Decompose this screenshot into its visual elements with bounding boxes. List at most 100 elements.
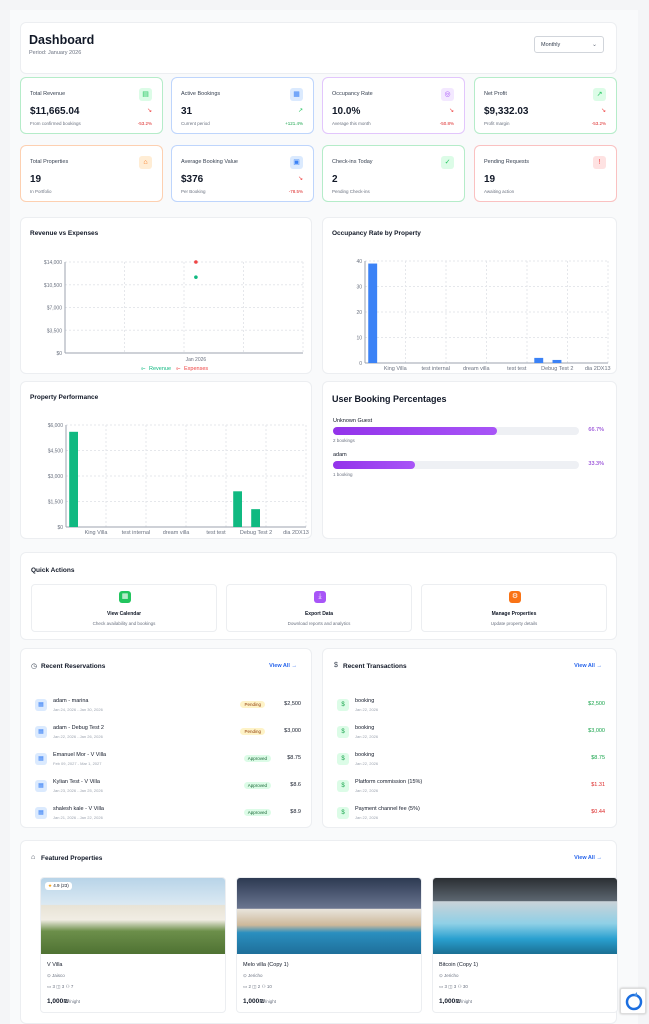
x-tick-label: test test	[206, 530, 226, 536]
view-all-label: View All	[269, 663, 290, 669]
clock-icon: ◷	[31, 663, 38, 670]
recaptcha-icon	[625, 992, 643, 1011]
property-location: ⊙ Jaisco	[47, 973, 65, 979]
transaction-amount: $3,000	[588, 728, 605, 734]
transaction-row[interactable]: $ Platform commission (15%) Jan 22, 2026 $1…	[337, 777, 605, 799]
quick-action-view-calendar[interactable]: ▦ View Calendar Check availability and boo…	[31, 584, 217, 632]
trend-up-icon: ↗	[297, 108, 303, 114]
y-tick-label: 30	[356, 285, 362, 291]
price-value: 1,000₪	[439, 998, 462, 1005]
view-all-transactions-link[interactable]: View All →	[574, 663, 602, 669]
property-features: ▭ 3 ◫ 3 ⚇ 7	[47, 984, 73, 990]
user-booking-pct: 66.7%	[588, 427, 604, 433]
user-booking-count: 1 booking	[333, 472, 353, 477]
calendar-icon: ▦	[35, 699, 47, 711]
property-card[interactable]: Melo villa (Copy 1) ⊙ Jericho ▭ 2 ◫ 2 ⚇ 10…	[236, 877, 422, 1013]
price-unit: /night	[69, 999, 81, 1004]
pin-icon: ⊙	[47, 973, 53, 978]
reservation-row[interactable]: ▦ Emanuel Mor - V Villa Feb 09, 2027 - Mar…	[35, 750, 301, 772]
revenue-expenses-card: Revenue vs Expenses $14,000 $10,500 $7,000…	[20, 217, 312, 374]
view-all-properties-link[interactable]: View All →	[574, 855, 602, 861]
bath-icon: ◫	[447, 984, 454, 989]
transaction-date: Jan 22, 2026	[355, 815, 379, 820]
transaction-amount: $0.44	[591, 809, 605, 815]
stat-subtitle: Per Booking	[181, 189, 206, 194]
transaction-date: Jan 22, 2026	[355, 788, 379, 793]
calendar-icon: ▦	[35, 780, 47, 792]
recent-transactions-card: Recent Transactions $ View All → $ bookin…	[322, 648, 617, 828]
quick-action-subtitle: Download reports and analytics	[287, 621, 351, 626]
stat-change: -53.2%	[591, 121, 606, 126]
stat-label: Net Profit	[484, 91, 507, 97]
property-card[interactable]: Bitcoin (Copy 1) ⊙ Jericho ▭ 3 ◫ 3 ⚇ 30 1,0…	[432, 877, 618, 1013]
reservation-title: shalesh kale - V Villa	[53, 806, 104, 812]
stat-label: Pending Requests	[484, 159, 529, 165]
property-card[interactable]: ★ 4.9 (23) V Villa ⊙ Jaisco ▭ 3 ◫ 3 ⚇ 7 1,00…	[40, 877, 226, 1013]
download-icon: ⤓	[314, 591, 326, 603]
transaction-row[interactable]: $ Payment channel fee (5%) Jan 22, 2026 $0.…	[337, 804, 605, 826]
quick-action-title: View Calendar	[106, 611, 142, 617]
beds-count: 3	[444, 984, 448, 989]
chevron-down-icon: ⌄	[591, 42, 597, 48]
user-booking-bar	[333, 461, 579, 469]
reservation-amount: $3,000	[284, 728, 301, 734]
reservation-amount: $8.9	[290, 809, 301, 815]
stat-value: $376	[181, 174, 204, 185]
x-tick-label: King Villa	[384, 366, 408, 372]
stat-label: Occupancy Rate	[332, 91, 373, 97]
quick-actions-title: Quick Actions	[31, 567, 75, 574]
stat-subtitle: Current period	[181, 121, 210, 126]
reservation-row[interactable]: ▦ adam - Debug Test 2 Jan 22, 2026 - Jan 2…	[35, 723, 301, 745]
guests-count: 30	[462, 984, 468, 989]
stat-subtitle: Awaiting action	[484, 189, 515, 194]
view-all-reservations-link[interactable]: View All →	[269, 663, 297, 669]
x-tick-label: test internal	[122, 530, 150, 536]
transaction-row[interactable]: $ booking Jan 22, 2026 $2,500	[337, 696, 605, 718]
period-select[interactable]: Monthly ⌄	[534, 36, 604, 53]
quick-action-export-data[interactable]: ⤓ Export Data Download reports and analyti…	[226, 584, 412, 632]
transaction-title: Payment channel fee (5%)	[355, 806, 420, 812]
chart-title: Occupancy Rate by Property	[332, 230, 421, 237]
period-select-value: Monthly	[541, 42, 561, 48]
view-all-label: View All	[574, 663, 595, 669]
stat-subtitle: Average this month	[332, 121, 371, 126]
property-image	[41, 878, 225, 954]
transaction-row[interactable]: $ booking Jan 22, 2026 $3,000	[337, 723, 605, 745]
stat-value: $11,665.04	[30, 106, 80, 117]
recaptcha-badge[interactable]	[620, 988, 646, 1014]
transaction-title: booking	[355, 698, 375, 704]
quick-action-title: Manage Properties	[491, 611, 537, 617]
stat-label: Check-ins Today	[332, 159, 373, 165]
stat-card: Occupancy Rate ◎ 10.0% Average this month ↘ -…	[322, 77, 465, 134]
quick-action-manage-properties[interactable]: ⚙ Manage Properties Update property detail…	[421, 584, 607, 632]
dollar-icon: $	[337, 726, 349, 738]
stat-change: -50.8%	[439, 121, 454, 126]
beds-count: 3	[52, 984, 56, 989]
bath-icon: ◫	[55, 984, 62, 989]
property-features: ▭ 3 ◫ 3 ⚇ 30	[439, 984, 468, 990]
recent-reservations-title: Recent Reservations	[41, 663, 106, 670]
reservation-row[interactable]: ▦ Kylian Test - V Villa Jan 23, 2026 - Jan…	[35, 777, 301, 799]
reservation-row[interactable]: ▦ shalesh kale - V Villa Jan 21, 2026 - Ja…	[35, 804, 301, 826]
stat-change: -53.2%	[137, 121, 152, 126]
property-name: Bitcoin (Copy 1)	[439, 962, 479, 968]
arrow-right-icon: →	[596, 663, 603, 669]
reservation-amount: $8.6	[290, 782, 301, 788]
y-tick-label: $3,500	[47, 328, 63, 334]
x-tick-label: dream villa	[163, 530, 191, 536]
x-tick-label: Debug Test 2	[240, 530, 272, 536]
transaction-row[interactable]: $ booking Jan 22, 2026 $8.75	[337, 750, 605, 772]
user-booking-pct: 33.3%	[588, 461, 604, 467]
status-badge: Approved	[243, 782, 271, 789]
reservation-dates: Feb 09, 2027 - Mar 1, 2027	[53, 761, 102, 766]
x-tick-label: dia 2DX13	[585, 366, 611, 372]
stat-value: 2	[332, 174, 338, 185]
money-icon: ▤	[139, 88, 152, 101]
y-tick-label: $3,000	[48, 474, 64, 480]
stat-label: Average Booking Value	[181, 159, 238, 165]
price-unit: /night	[265, 999, 277, 1004]
trending-up-icon: ↗	[593, 88, 606, 101]
reservation-row[interactable]: ▦ adam - marina Jan 24, 2026 - Jan 30, 202…	[35, 696, 301, 718]
arrow-right-icon: →	[291, 663, 298, 669]
y-tick-label: $14,000	[44, 260, 62, 266]
